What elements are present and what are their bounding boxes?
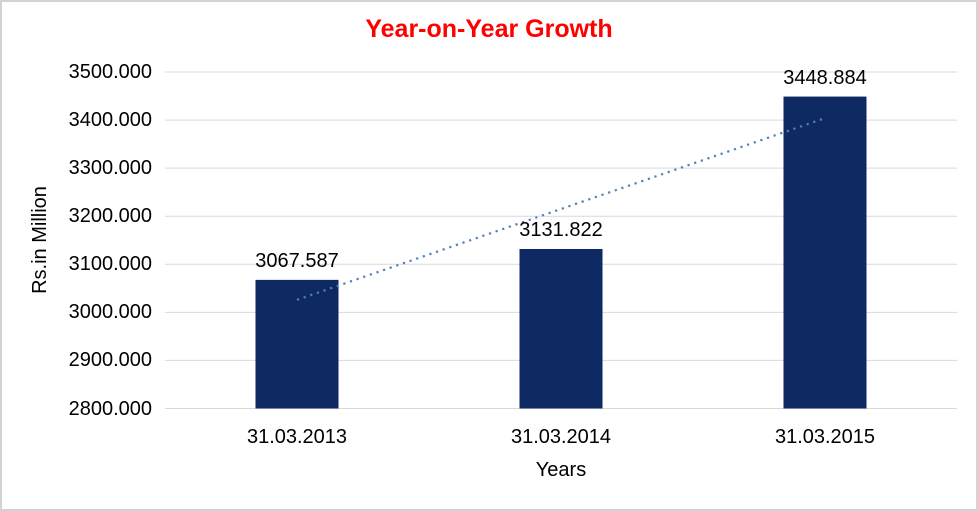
y-tick-label: 2800.000: [68, 397, 152, 420]
chart-title: Year-on-Year Growth: [365, 15, 613, 43]
x-tick-label: 31.03.2015: [774, 426, 876, 448]
y-tick-label: 2900.000: [68, 349, 152, 372]
bar-31.03.2014: [519, 248, 603, 409]
y-tick-label: 3500.000: [68, 61, 152, 83]
y-tick-label: 3100.000: [68, 253, 152, 276]
trendline: [296, 117, 826, 301]
y-tick-label: 3000.000: [68, 301, 152, 324]
y-tick-label: 3300.000: [68, 157, 152, 180]
bar-31.03.2013: [255, 279, 339, 409]
bar-value-label: 3067.587: [255, 249, 339, 272]
y-tick-label: 3200.000: [68, 205, 152, 228]
bar-value-label: 3131.822: [519, 218, 603, 241]
x-axis-title: Years: [535, 459, 587, 481]
x-tick-label: 31.03.2014: [510, 426, 612, 448]
y-tick-label: 3400.000: [68, 109, 152, 132]
x-tick-label: 31.03.2013: [246, 426, 348, 448]
bar-value-label: 3448.884: [783, 66, 867, 89]
bar-31.03.2015: [783, 96, 867, 409]
